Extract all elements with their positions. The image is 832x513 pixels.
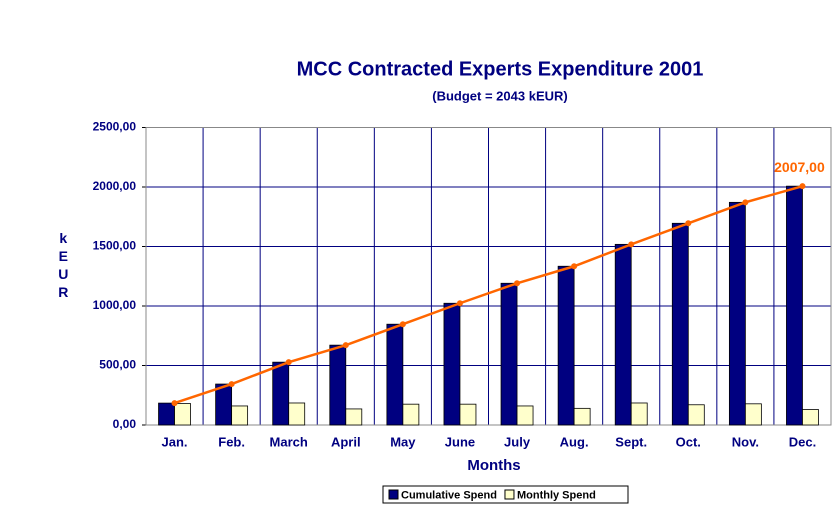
- legend-label: Monthly Spend: [517, 489, 596, 501]
- legend-label: Cumulative Spend: [401, 489, 497, 501]
- bar: [687, 404, 705, 426]
- chart-title: MCC Contracted Experts Expenditure 2001: [297, 58, 704, 80]
- line-marker: [571, 263, 578, 270]
- bar: [516, 405, 534, 426]
- x-tick-label: Jan.: [162, 434, 188, 449]
- bar: [345, 408, 363, 426]
- bar: [288, 402, 306, 426]
- line-marker: [171, 400, 178, 407]
- bar: [802, 409, 819, 426]
- x-tick-label: Dec.: [789, 434, 816, 449]
- x-tick-label: June: [445, 434, 475, 449]
- bar: [329, 344, 347, 426]
- x-tick-label: July: [504, 434, 531, 449]
- bar: [744, 403, 762, 426]
- bar: [630, 402, 648, 426]
- bar: [614, 243, 632, 426]
- bar: [231, 405, 249, 426]
- bar: [443, 302, 461, 426]
- x-tick-label: Nov.: [732, 434, 759, 449]
- x-tick-label: May: [390, 434, 416, 449]
- line-marker: [342, 342, 349, 349]
- line-marker: [628, 241, 635, 248]
- line-marker: [514, 280, 521, 287]
- line-marker: [799, 183, 806, 190]
- bar: [500, 282, 518, 426]
- x-tick-label: Sept.: [615, 434, 647, 449]
- data-label: 2007,00: [774, 159, 825, 175]
- chart-subtitle: (Budget = 2043 kEUR): [432, 88, 567, 103]
- x-tick-label: Aug.: [560, 434, 589, 449]
- y-tick-label: 0,00: [113, 417, 137, 431]
- y-tick-label: 2500,00: [93, 120, 137, 134]
- plot-border: [145, 127, 832, 426]
- line-marker: [685, 220, 692, 227]
- y-axis-title: kEUR: [55, 230, 71, 302]
- bar: [671, 222, 689, 426]
- y-tick-label: 2000,00: [93, 179, 137, 193]
- line-marker: [456, 300, 463, 307]
- y-tick-label: 500,00: [99, 358, 136, 372]
- line-marker: [285, 359, 292, 366]
- bar: [386, 323, 404, 426]
- bar: [174, 403, 191, 426]
- line-marker: [228, 381, 235, 388]
- bar: [557, 265, 575, 426]
- y-tick-label: 1000,00: [93, 298, 137, 312]
- legend-swatch: [388, 489, 399, 500]
- x-tick-label: March: [270, 434, 308, 449]
- line-marker: [399, 321, 406, 328]
- trend-line: [174, 184, 803, 405]
- y-tick-label: 1500,00: [93, 239, 137, 253]
- bar: [158, 402, 175, 426]
- x-tick-label: Feb.: [218, 434, 245, 449]
- x-tick-label: Oct.: [676, 434, 701, 449]
- x-tick-label: April: [331, 434, 361, 449]
- bar: [728, 201, 746, 426]
- bar: [215, 383, 233, 426]
- bar: [402, 403, 420, 426]
- bar: [272, 361, 290, 426]
- line-marker: [742, 199, 749, 206]
- bar: [573, 407, 591, 426]
- bar: [459, 403, 477, 426]
- legend-swatch: [504, 489, 515, 500]
- bar: [786, 185, 803, 426]
- x-axis-title: Months: [467, 457, 520, 474]
